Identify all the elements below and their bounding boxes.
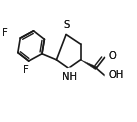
Text: OH: OH <box>108 71 124 81</box>
Text: NH: NH <box>62 72 77 82</box>
Text: O: O <box>108 51 116 61</box>
Circle shape <box>63 27 69 33</box>
Text: F: F <box>23 66 29 76</box>
Text: OH: OH <box>108 71 124 81</box>
Circle shape <box>24 73 28 78</box>
Text: O: O <box>108 51 116 61</box>
Circle shape <box>106 54 111 59</box>
Text: F: F <box>23 66 29 76</box>
Text: F: F <box>2 28 8 38</box>
Circle shape <box>105 72 111 78</box>
Circle shape <box>6 31 10 35</box>
Circle shape <box>66 68 73 76</box>
Text: S: S <box>63 20 69 30</box>
Text: NH: NH <box>62 72 77 82</box>
Polygon shape <box>81 60 97 70</box>
Text: F: F <box>2 28 8 38</box>
Text: S: S <box>63 20 69 30</box>
